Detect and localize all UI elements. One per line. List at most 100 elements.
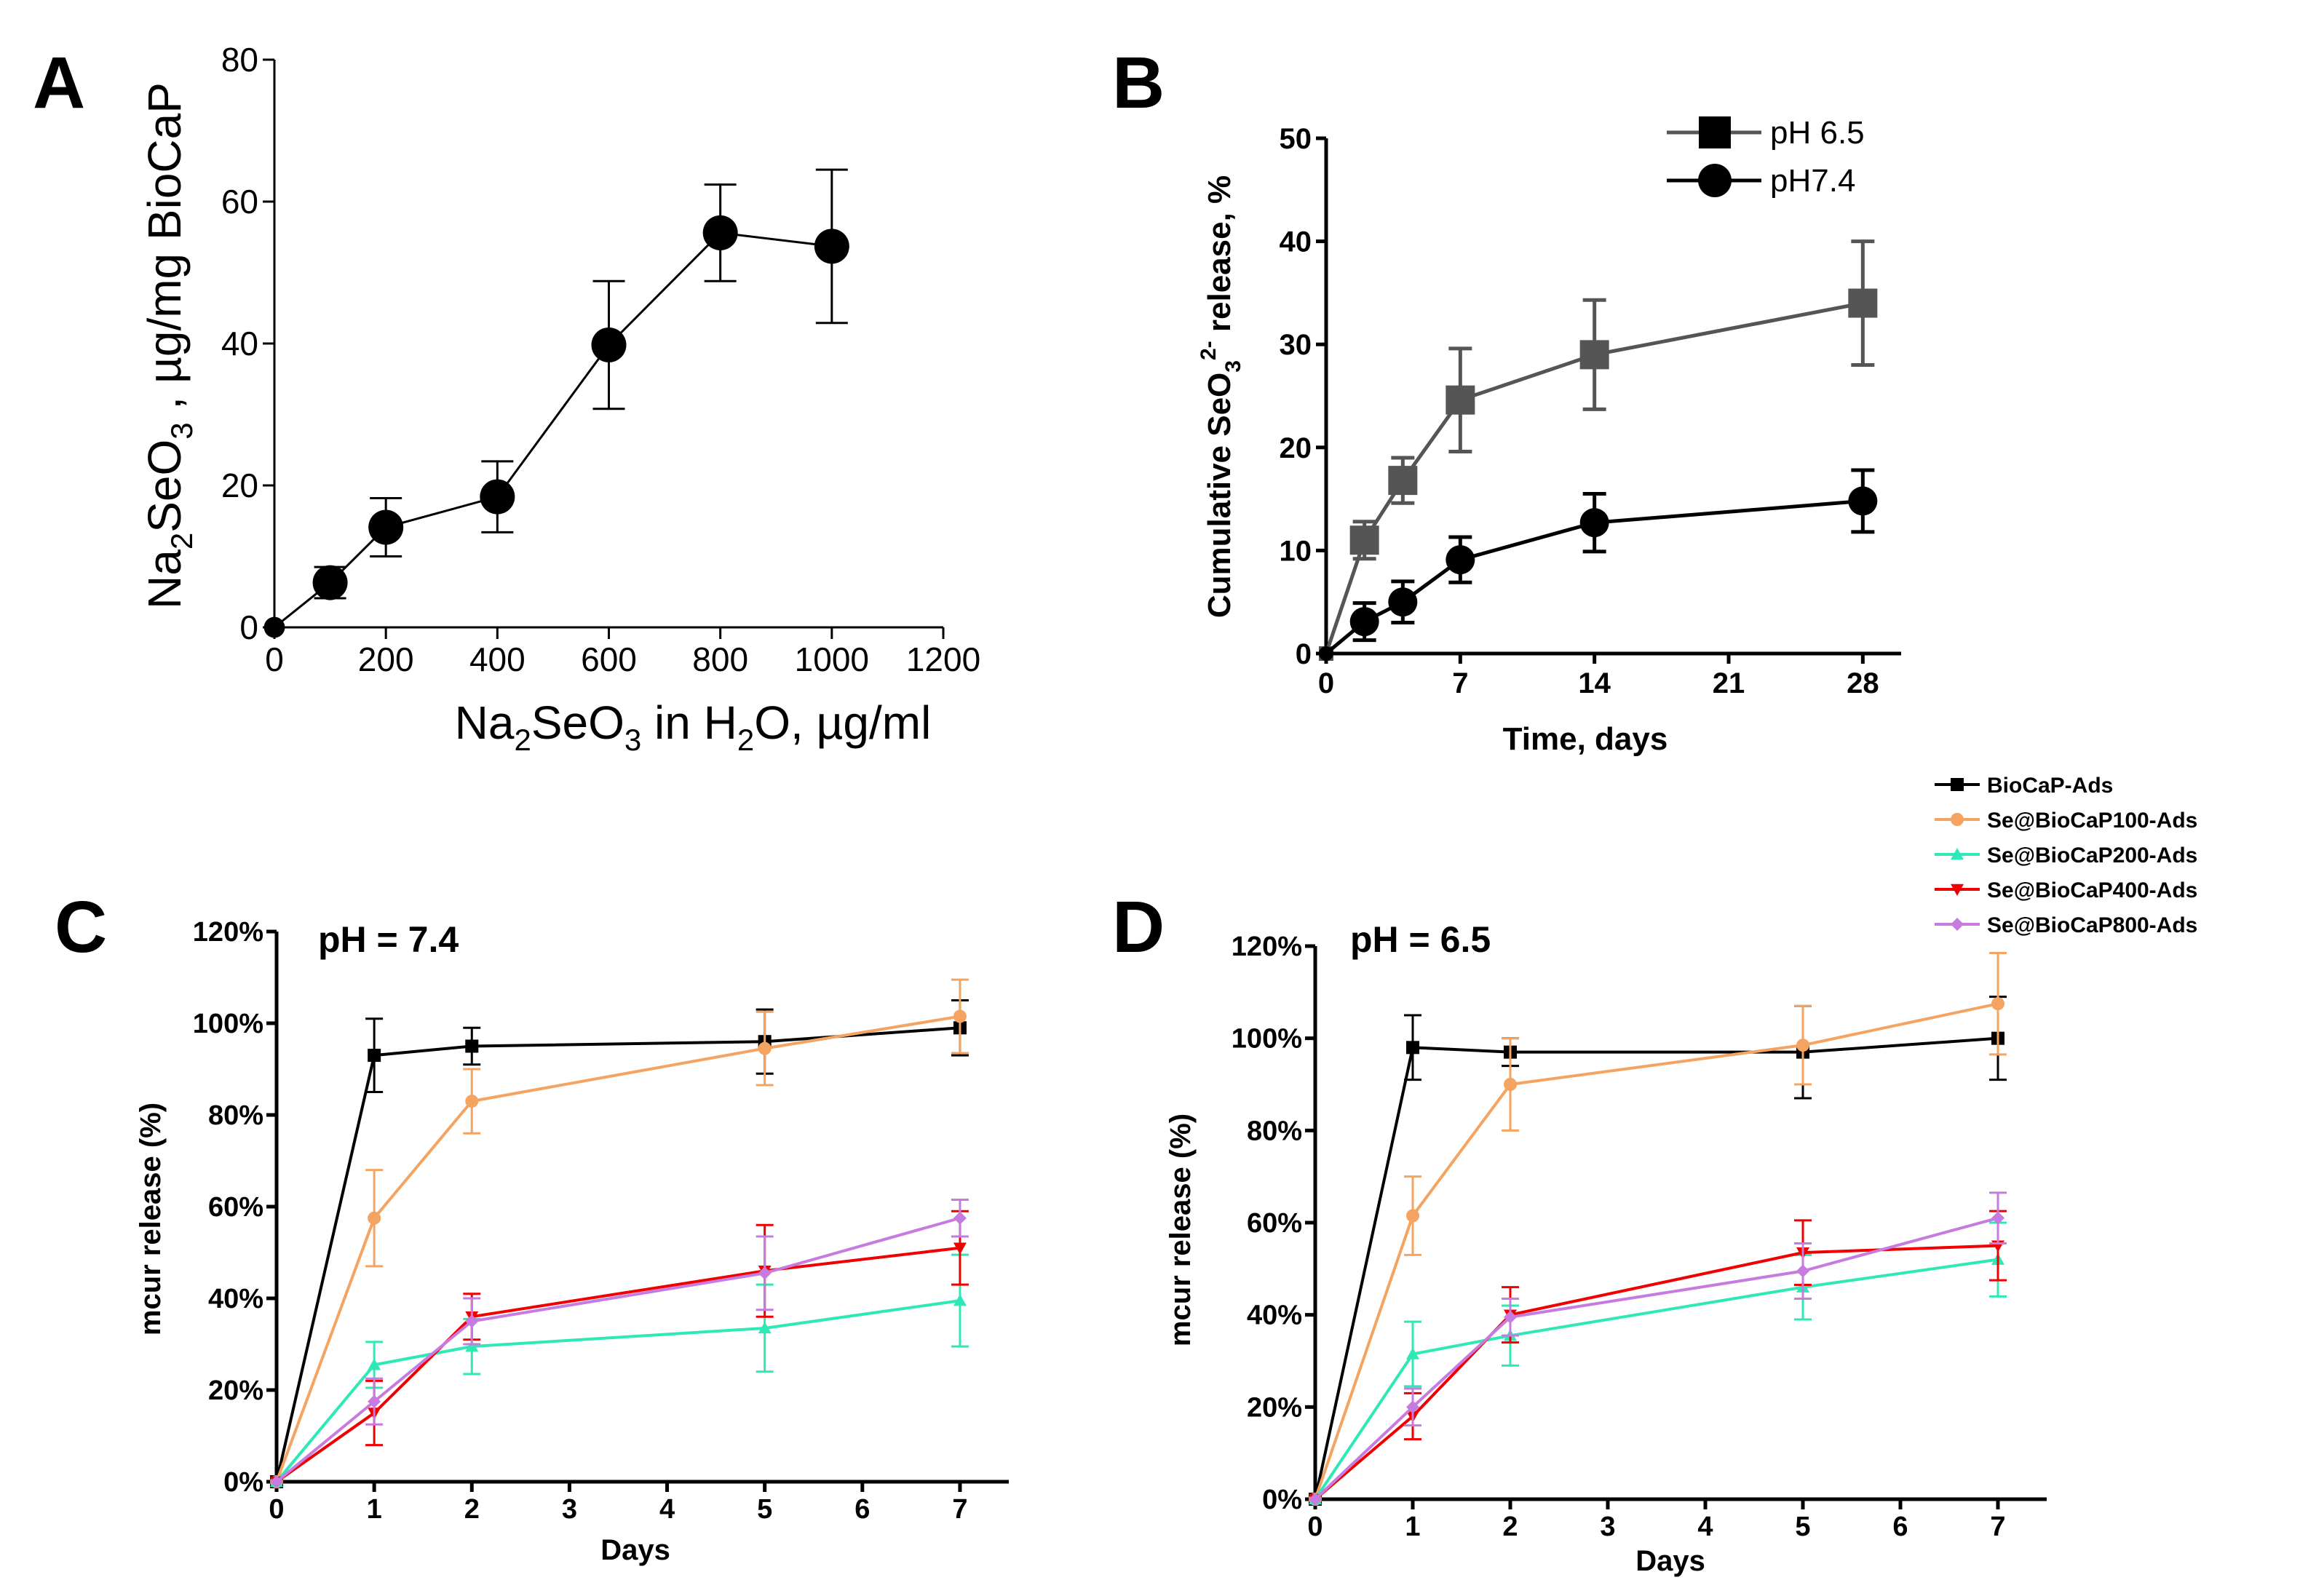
d-series-4-point	[1796, 1264, 1809, 1278]
d-y-tick-label: 20%	[1247, 1392, 1302, 1423]
a-y-tick-label: 40	[221, 325, 258, 362]
b-y-axis-label: Cumulative SeO32- release, %	[1197, 175, 1245, 618]
d-x-tick-label: 5	[1795, 1512, 1810, 1542]
c-series-1-point	[368, 1211, 381, 1225]
cd-legend-label: BioCaP-Ads	[1987, 774, 2113, 798]
d-series-0-point	[1406, 1041, 1419, 1055]
b-legend-label-ph65: pH 6.5	[1770, 115, 1865, 151]
panel-b-plot: 0 7 14 21 28 0 10 20 30 40 50	[1280, 123, 1901, 699]
d-y-tick-label: 100%	[1232, 1024, 1302, 1055]
b-y-tick-label: 30	[1280, 329, 1312, 361]
a-x-tick-label: 0	[265, 640, 284, 678]
c-y-tick-label: 60%	[208, 1192, 263, 1223]
c-series-2-line	[275, 1299, 961, 1483]
b-y-tick-label: 0	[1296, 638, 1312, 670]
panel-label-b: B	[1112, 42, 1165, 124]
c-x-tick-label: 2	[464, 1494, 480, 1525]
d-series-3-line	[1314, 1244, 1999, 1501]
d-series-4-point	[1309, 1493, 1322, 1506]
d-y-axis-label: mcur release (%)	[1165, 1113, 1197, 1346]
panel-c-plot: 0 1 2 3 4 5 6 7 0% 20% 40% 60% 80% 100% 120%	[193, 917, 1009, 1525]
d-series-4-point	[1991, 1211, 2004, 1225]
d-y-tick-label: 40%	[1247, 1301, 1302, 1331]
cd-legend-label: Se@BioCaP400-Ads	[1987, 878, 2197, 902]
a-y-tick-label: 60	[221, 183, 258, 221]
a-series-0-point	[702, 215, 738, 250]
a-x-tick-label: 1000	[795, 640, 869, 678]
b-y-tick-label: 20	[1280, 432, 1312, 464]
c-y-tick-label: 0%	[223, 1467, 263, 1498]
c-x-tick-label: 7	[952, 1494, 967, 1525]
c-x-tick-label: 3	[562, 1494, 577, 1525]
d-ph-annotation: pH = 6.5	[1350, 919, 1491, 960]
a-series-0-line	[274, 231, 833, 629]
c-x-tick-label: 1	[367, 1494, 382, 1525]
c-series-0-line	[275, 1026, 961, 1482]
c-series-1-point	[758, 1041, 772, 1055]
d-series-2-point	[1406, 1347, 1419, 1359]
b-x-tick-label: 0	[1318, 667, 1334, 699]
d-y-tick-label: 80%	[1247, 1116, 1302, 1146]
d-series-4-point	[1504, 1310, 1517, 1324]
cd-legend-label: Se@BioCaP200-Ads	[1987, 843, 2197, 868]
c-series-0-point	[465, 1039, 479, 1053]
a-y-tick-label: 0	[239, 608, 258, 646]
b-series-1-point	[1579, 508, 1609, 538]
d-x-tick-label: 2	[1502, 1512, 1518, 1542]
c-series-2-point	[953, 1294, 967, 1306]
cd-legend-label: Se@BioCaP800-Ads	[1987, 913, 2197, 937]
panel-label-c: C	[55, 886, 107, 968]
cd-legend: BioCaP-Ads Se@BioCaP100-Ads Se@BioCaP200-A…	[1935, 774, 2197, 937]
c-y-axis-label: mcur release (%)	[135, 1103, 167, 1335]
b-y-tick-label: 40	[1280, 226, 1312, 258]
b-series-1-point	[1388, 587, 1418, 617]
panel-d-plot: 0 1 2 3 4 5 6 7 0% 20% 40% 60% 80% 100% 120%	[1232, 932, 2047, 1542]
b-y-tick-label: 50	[1280, 123, 1312, 155]
b-series-1-point	[1319, 646, 1333, 661]
c-series-4-point	[368, 1394, 381, 1408]
b-series-1-point	[1848, 486, 1878, 516]
d-series-1-point	[1991, 997, 2004, 1011]
d-x-tick-label: 3	[1600, 1512, 1615, 1542]
a-series-0-point	[814, 229, 849, 264]
b-x-tick-label: 28	[1847, 667, 1879, 699]
panel-label-d: D	[1112, 886, 1165, 968]
b-series-1-point	[1446, 545, 1475, 575]
c-series-2-point	[758, 1321, 772, 1334]
a-series-0-point	[263, 616, 285, 638]
c-x-tick-label: 5	[757, 1494, 772, 1525]
b-series-0-point	[1349, 525, 1379, 555]
c-series-1-point	[465, 1095, 479, 1108]
c-y-tick-label: 40%	[208, 1284, 263, 1314]
c-y-tick-label: 80%	[208, 1100, 263, 1131]
a-y-tick-label: 80	[221, 41, 258, 79]
cd-legend-marker	[1951, 884, 1964, 896]
c-y-tick-label: 120%	[193, 917, 263, 948]
cd-legend-marker	[1951, 813, 1964, 826]
b-series-1-point	[1349, 607, 1379, 637]
a-x-tick-label: 600	[581, 640, 637, 678]
b-x-tick-label: 14	[1578, 667, 1611, 699]
c-series-1-point	[953, 1009, 967, 1023]
c-series-0-point	[368, 1049, 381, 1063]
c-series-2-point	[465, 1340, 479, 1352]
c-x-tick-label: 0	[269, 1494, 284, 1525]
b-legend-label-ph74: pH7.4	[1770, 163, 1855, 199]
b-x-tick-label: 7	[1452, 667, 1468, 699]
a-x-axis-label: Na2SeO3 in H2O, µg/ml	[455, 696, 932, 757]
d-y-tick-label: 60%	[1247, 1208, 1302, 1239]
c-ph-annotation: pH = 7.4	[318, 919, 459, 960]
a-series-0-point	[368, 509, 404, 545]
a-series-0-point	[591, 327, 627, 362]
d-x-tick-label: 6	[1892, 1512, 1908, 1542]
b-series-0-point	[1848, 288, 1878, 318]
d-x-tick-label: 1	[1405, 1512, 1420, 1542]
a-x-tick-label: 400	[469, 640, 526, 678]
c-x-axis-label: Days	[600, 1534, 670, 1566]
c-x-tick-label: 4	[659, 1494, 675, 1525]
d-series-1-point	[1796, 1039, 1809, 1052]
c-series-4-point	[758, 1266, 772, 1280]
b-x-axis-label: Time, days	[1503, 721, 1668, 757]
b-series-0-point	[1388, 466, 1418, 496]
